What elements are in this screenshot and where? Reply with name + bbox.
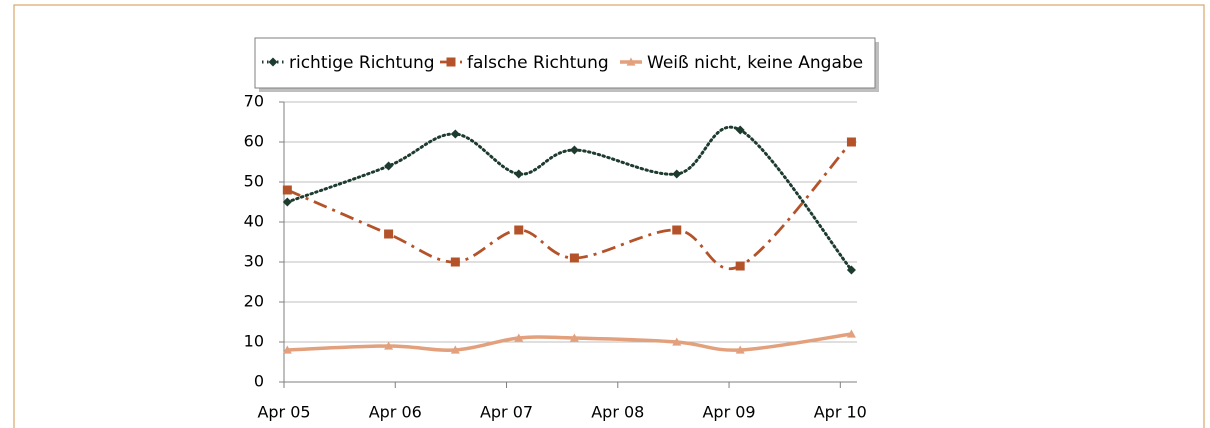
data-point [514, 333, 524, 342]
legend-marker [268, 57, 278, 67]
data-point [569, 333, 579, 342]
x-tick-label: Apr 10 [814, 403, 867, 422]
data-point [282, 345, 292, 354]
data-point [569, 253, 579, 263]
data-point [450, 129, 460, 139]
y-tick-label: 20 [244, 292, 264, 311]
data-point [514, 225, 524, 235]
data-point [735, 125, 745, 135]
data-point [450, 257, 460, 267]
y-tick-label: 30 [244, 252, 264, 271]
series-line [286, 141, 853, 270]
y-tick-label: 60 [244, 132, 264, 151]
legend-label: richtige Richtung [289, 53, 435, 73]
y-tick-label: 10 [244, 332, 264, 351]
y-tick-label: 50 [244, 172, 264, 191]
y-tick-label: 40 [244, 212, 264, 231]
data-point [282, 185, 292, 195]
legend [254, 37, 876, 89]
data-point [672, 337, 682, 346]
legend-label: Weiß nicht, keine Angabe [647, 53, 863, 73]
legend-marker [626, 57, 636, 66]
data-point [384, 161, 394, 171]
data-point [672, 225, 682, 235]
data-point [450, 345, 460, 354]
data-point [846, 137, 856, 147]
data-point [846, 265, 856, 275]
data-point [282, 197, 292, 207]
data-point [569, 145, 579, 155]
x-tick-label: Apr 07 [480, 403, 533, 422]
data-point [735, 261, 745, 271]
x-tick-label: Apr 06 [369, 403, 422, 422]
legend-marker [446, 57, 456, 67]
data-point [846, 329, 856, 338]
data-point [514, 169, 524, 179]
x-tick-label: Apr 09 [702, 403, 755, 422]
data-point [384, 229, 394, 239]
y-tick-label: 70 [244, 92, 264, 111]
x-tick-label: Apr 08 [591, 403, 644, 422]
data-point [672, 169, 682, 179]
data-point [735, 345, 745, 354]
y-tick-label: 0 [254, 372, 264, 391]
series-line [285, 125, 853, 272]
frame [13, 4, 1205, 428]
data-point [384, 341, 394, 350]
legend-label: falsche Richtung [467, 53, 609, 73]
x-tick-label: Apr 05 [257, 403, 310, 422]
